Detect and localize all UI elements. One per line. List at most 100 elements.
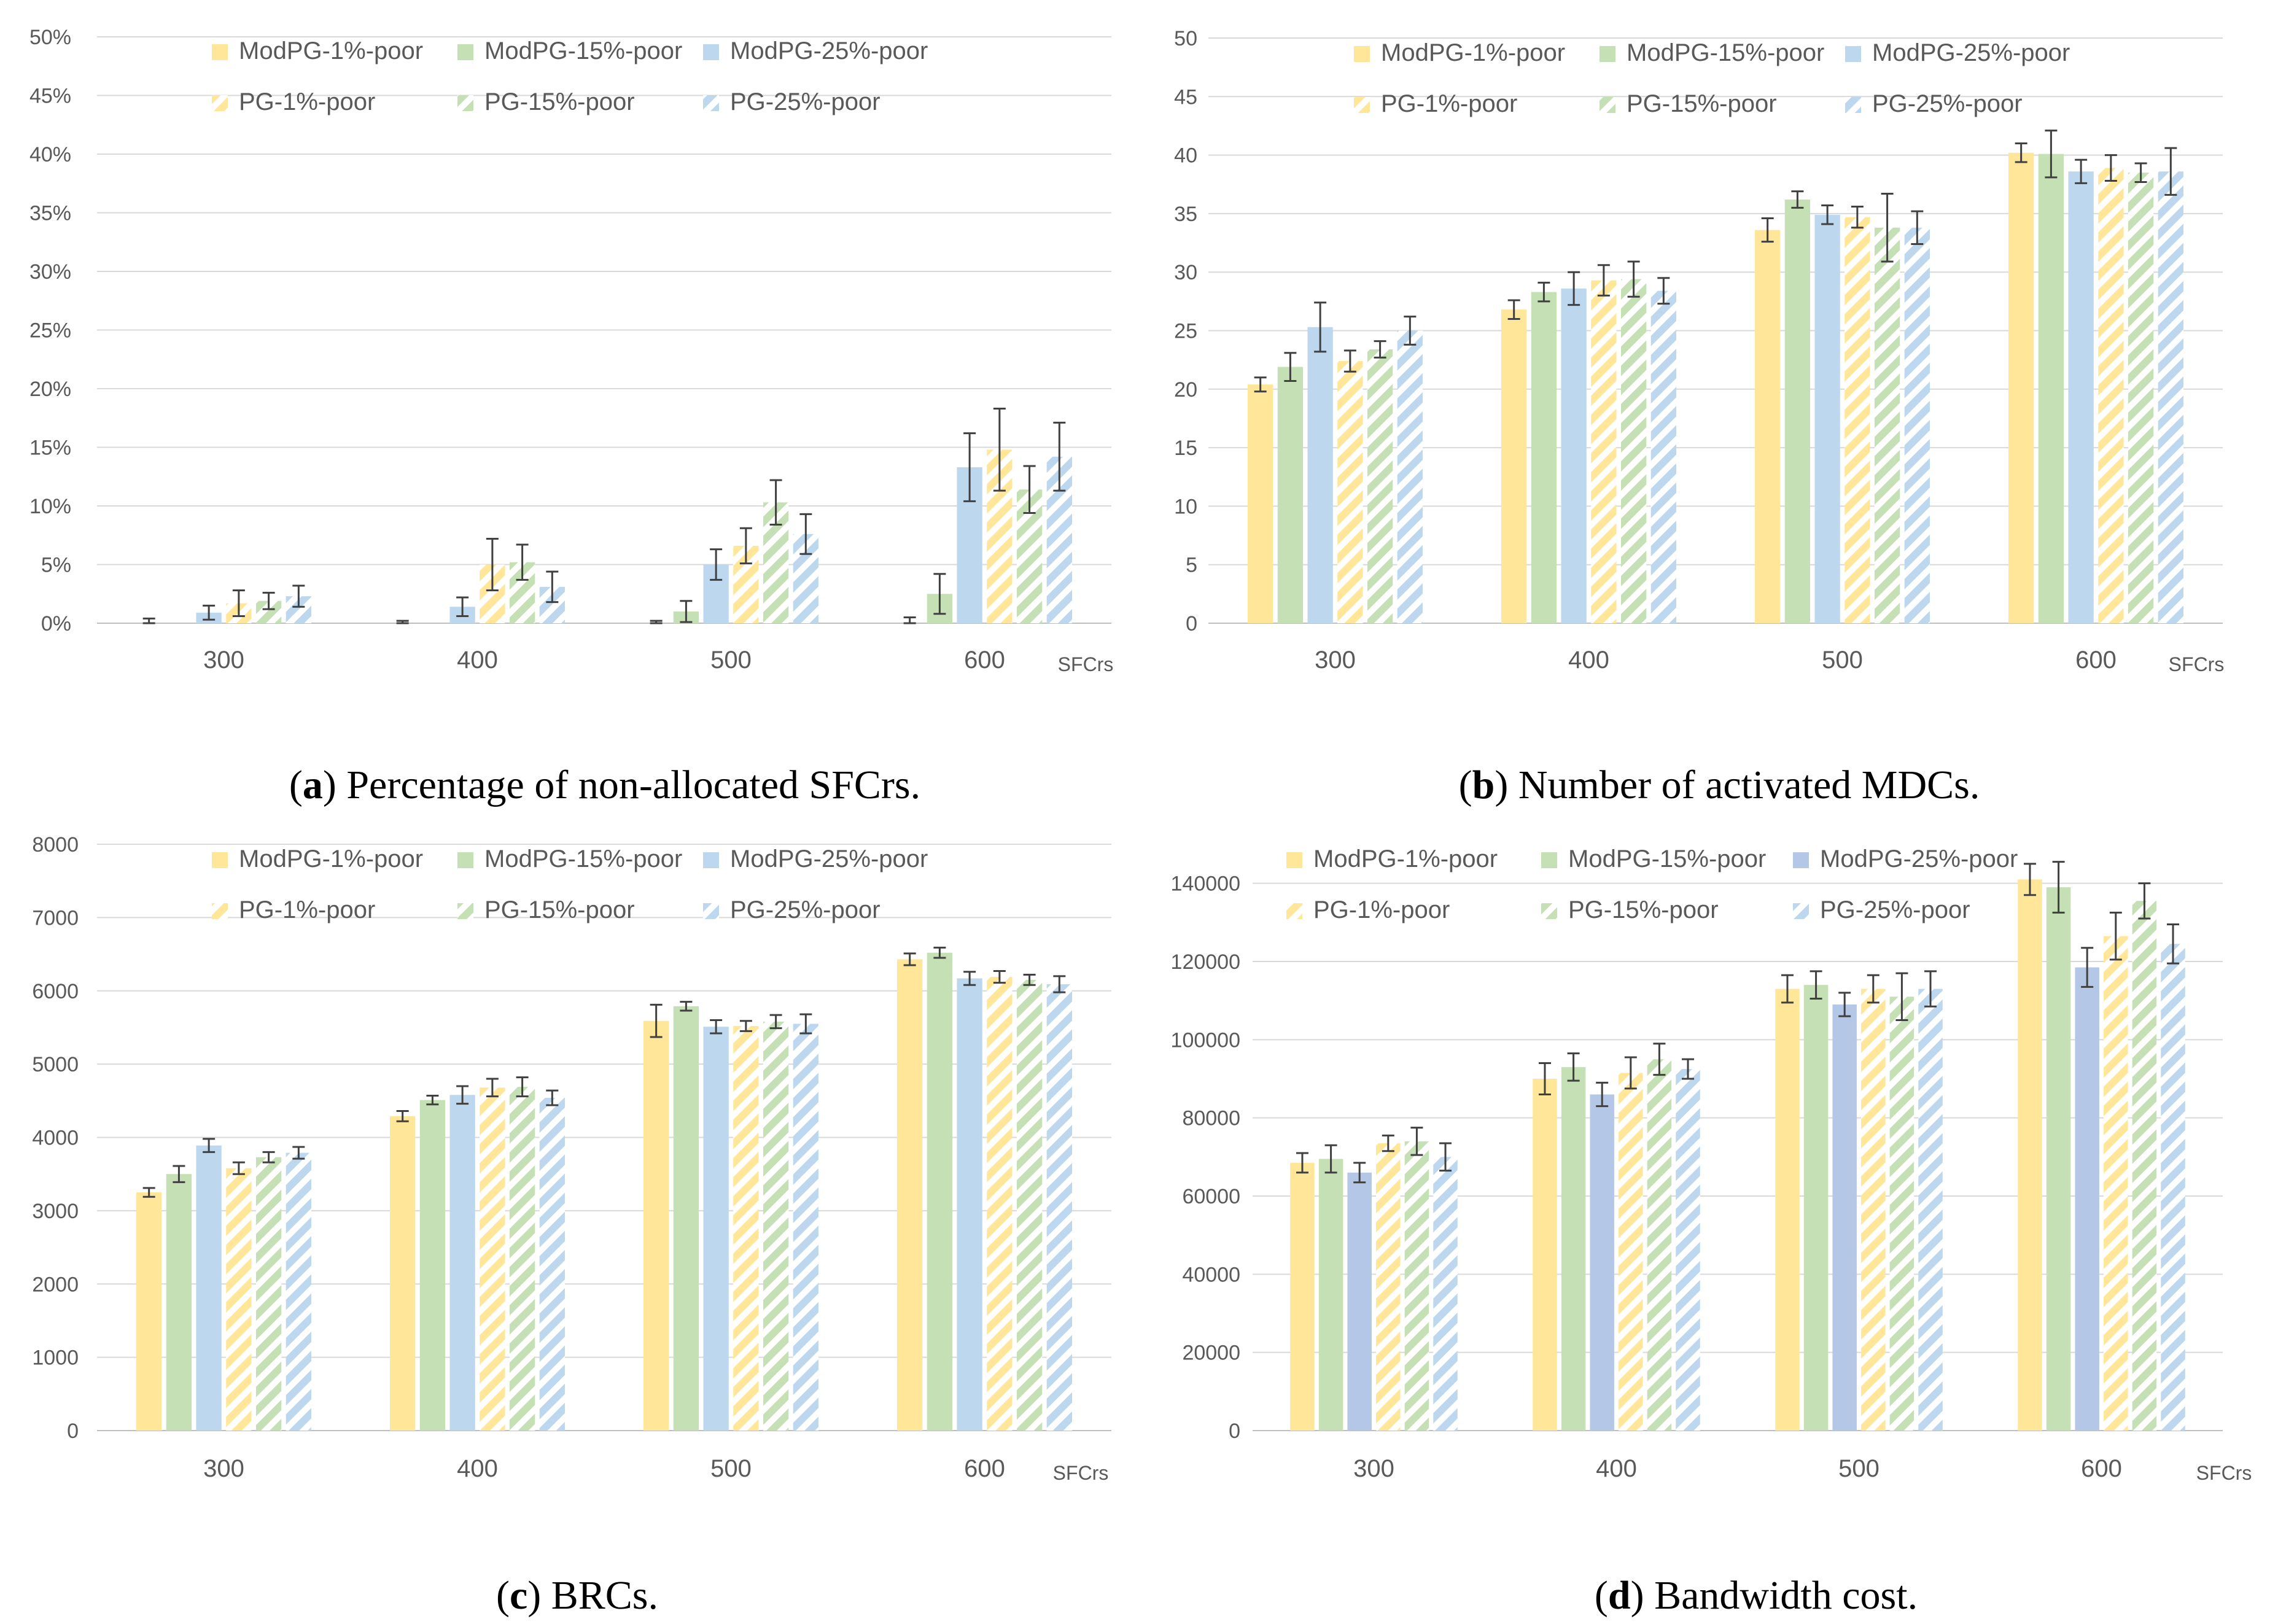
legend-label: ModPG-1%-poor [1381, 39, 1565, 66]
bar-d-s3-c1 [1619, 1073, 1643, 1431]
chart-panel-c: 0 1000 2000 3000 4000 5000 6000 7000 8000 300 400 5… [32, 833, 1111, 1618]
y-tick-label: 45% [29, 85, 71, 108]
bar-c-s0-c3 [897, 959, 923, 1431]
x-tick-label: 400 [1568, 647, 1609, 674]
legend-swatch [1845, 46, 1861, 62]
bar-d-s0-c2 [1775, 989, 1800, 1431]
bar-c-s5-c3 [1046, 984, 1072, 1431]
legend-label: PG-1%-poor [1313, 896, 1450, 923]
legend-label: ModPG-1%-poor [239, 37, 423, 64]
bar-c-s0-c0 [136, 1192, 162, 1431]
bar-c-s0-c1 [390, 1116, 416, 1431]
legend-label: PG-1%-poor [239, 896, 375, 923]
bar-b-s0-c3 [2008, 152, 2034, 624]
legend-swatch [1845, 97, 1861, 113]
bar-d-s4-c2 [1889, 997, 1915, 1431]
x-tick-label: 300 [1353, 1455, 1394, 1482]
legend-label: PG-25%-poor [1820, 896, 1970, 923]
bar-c-s1-c3 [927, 952, 953, 1431]
bar-d-s5-c3 [2161, 944, 2185, 1431]
y-tick-label: 40 [1174, 144, 1197, 168]
y-tick-label: 10% [29, 495, 71, 518]
bar-c-s2-c0 [196, 1145, 222, 1431]
bar-b-s1-c3 [2038, 153, 2064, 624]
y-tick-label: 2000 [32, 1273, 79, 1296]
bar-b-s4-c3 [2128, 173, 2154, 623]
bar-d-s4-c0 [1404, 1141, 1429, 1431]
bar-d-s2-c1 [1590, 1094, 1614, 1431]
y-tick-label: 7000 [32, 906, 79, 930]
legend-swatch [1541, 852, 1557, 868]
bar-c-s2-c3 [957, 978, 982, 1431]
legend-swatch [457, 44, 473, 60]
legend-swatch [1793, 852, 1809, 868]
bar-d-s0-c3 [2018, 879, 2042, 1431]
bar-c-s1-c0 [166, 1174, 192, 1431]
bar-d-s4-c1 [1647, 1059, 1672, 1431]
y-tick-label: 5 [1186, 554, 1197, 577]
legend-label: ModPG-25%-poor [730, 37, 928, 64]
bar-b-s2-c1 [1561, 288, 1587, 623]
bar-d-s0-c1 [1533, 1079, 1557, 1431]
legend-swatch [1354, 97, 1370, 113]
legend-label: PG-1%-poor [239, 88, 375, 115]
bar-c-s5-c0 [286, 1152, 311, 1431]
legend-label: ModPG-15%-poor [1568, 845, 1766, 872]
legend-label: ModPG-15%-poor [484, 37, 682, 64]
bar-b-s4-c2 [1874, 227, 1900, 624]
y-tick-label: 25% [29, 319, 71, 343]
legend-swatch [212, 852, 228, 868]
legend-swatch [1793, 903, 1809, 919]
y-tick-label: 60000 [1182, 1185, 1240, 1208]
y-tick-label: 15 [1174, 437, 1197, 460]
bar-c-s4-c2 [763, 1021, 789, 1431]
y-tick-label: 0% [41, 612, 71, 635]
legend-label: ModPG-25%-poor [1820, 845, 2018, 872]
legend-label: ModPG-1%-poor [1313, 845, 1498, 872]
legend-label: PG-1%-poor [1381, 90, 1517, 117]
legend-swatch [457, 903, 473, 919]
bar-d-s3-c3 [2104, 936, 2128, 1431]
bar-d-s3-c2 [1861, 989, 1886, 1431]
y-tick-label: 45 [1174, 85, 1197, 109]
y-tick-label: 120000 [1171, 950, 1240, 974]
bar-d-s2-c3 [2075, 967, 2099, 1431]
legend-swatch [703, 44, 719, 60]
x-tick-label: 600 [2075, 647, 2117, 674]
y-tick-label: 1000 [32, 1346, 79, 1370]
bar-c-s3-c3 [987, 977, 1013, 1431]
bar-c-s2-c1 [449, 1095, 475, 1431]
y-tick-label: 35% [29, 202, 71, 225]
x-tick-label: 600 [964, 647, 1005, 674]
legend-swatch [212, 95, 228, 111]
y-tick-label: 0 [67, 1420, 79, 1443]
y-tick-label: 40000 [1182, 1263, 1240, 1286]
bar-b-s2-c0 [1307, 327, 1333, 623]
bar-c-s3-c2 [733, 1026, 759, 1431]
legend-swatch [1600, 97, 1615, 113]
y-tick-label: 35 [1174, 203, 1197, 226]
legend-label: ModPG-15%-poor [1627, 39, 1824, 66]
legend-swatch [703, 95, 719, 111]
bar-c-s3-c1 [480, 1087, 505, 1431]
bar-b-s3-c2 [1845, 217, 1870, 623]
x-tick-label: 500 [1838, 1455, 1880, 1482]
bar-b-s0-c0 [1248, 384, 1273, 623]
bar-c-s4-c3 [1016, 979, 1043, 1431]
bar-c-s4-c0 [255, 1157, 282, 1431]
legend-swatch [1541, 903, 1557, 919]
y-tick-label: 5% [41, 554, 71, 577]
bar-d-s0-c0 [1290, 1162, 1315, 1431]
legend-swatch [212, 44, 228, 60]
legend-label: ModPG-25%-poor [1872, 39, 2070, 66]
y-tick-label: 5000 [32, 1053, 79, 1076]
bar-c-s1-c2 [673, 1006, 699, 1431]
bar-b-s3-c0 [1337, 361, 1363, 623]
y-tick-label: 3000 [32, 1200, 79, 1223]
bar-c-s5-c1 [539, 1098, 565, 1431]
y-tick-label: 20% [29, 378, 71, 401]
legend-swatch [457, 95, 473, 111]
y-tick-label: 50 [1174, 27, 1197, 50]
x-tick-label: 500 [1822, 647, 1863, 674]
